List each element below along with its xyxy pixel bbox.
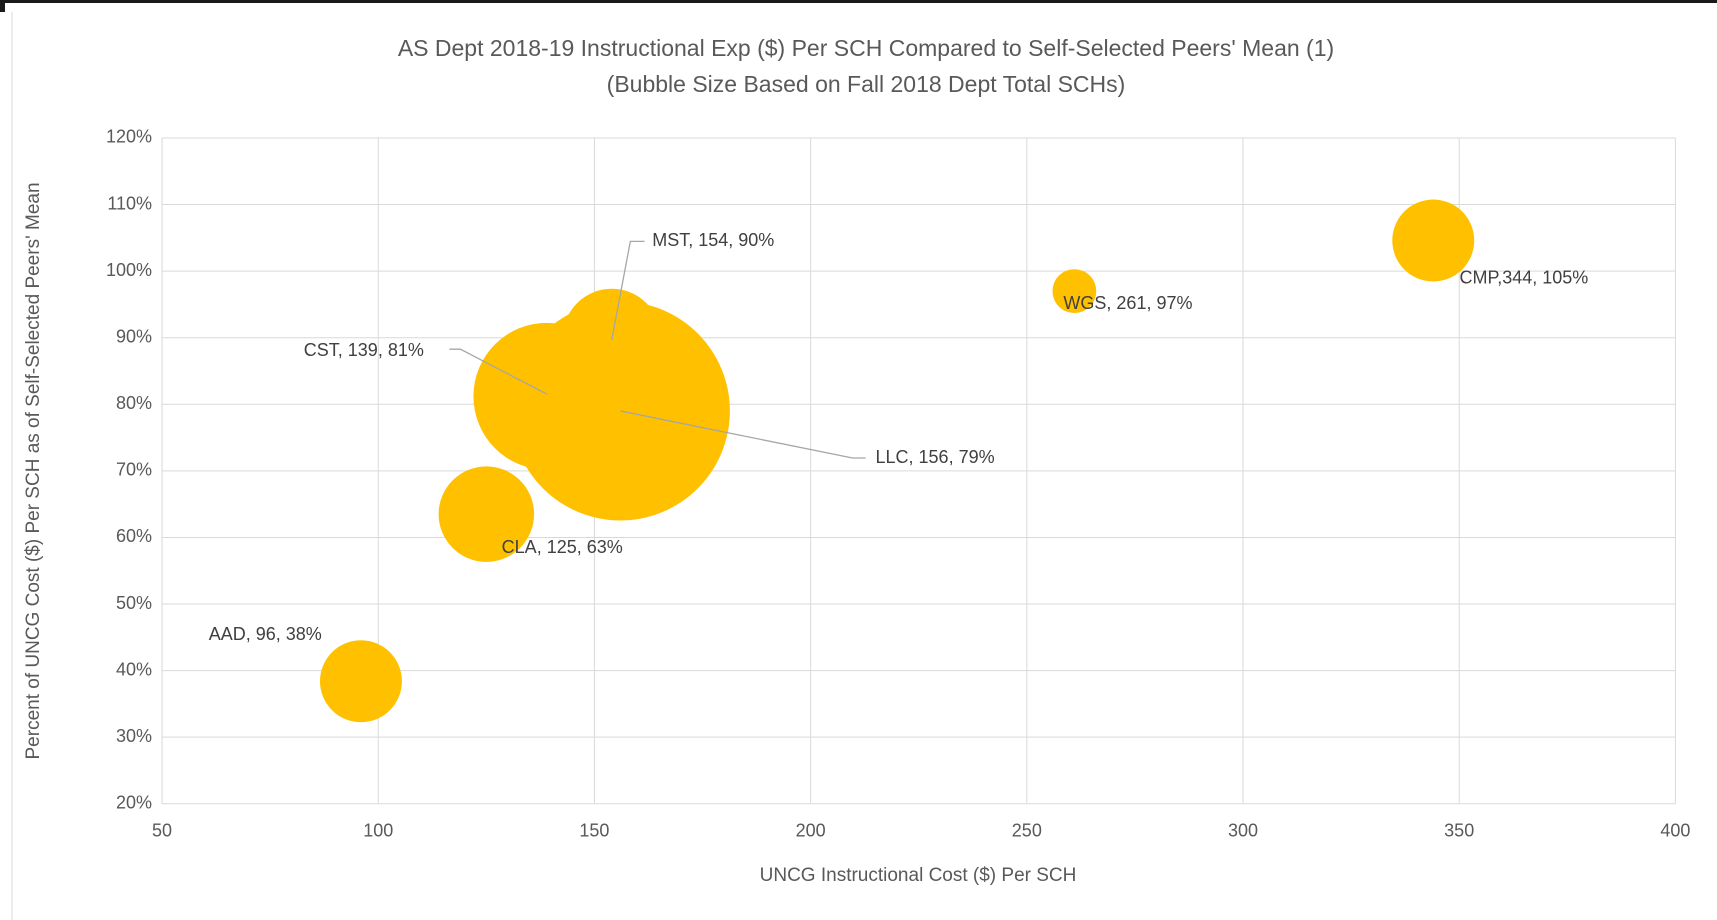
y-tick-label: 110% — [107, 193, 152, 213]
x-tick-label: 400 — [1660, 820, 1690, 840]
x-tick-label: 350 — [1444, 820, 1474, 840]
x-tick-label: 50 — [152, 820, 172, 840]
y-tick-label: 30% — [116, 726, 152, 746]
leader-line — [611, 240, 645, 341]
y-tick-label: 60% — [116, 526, 152, 546]
chart-title: AS Dept 2018-19 Instructional Exp ($) Pe… — [398, 35, 1334, 61]
bubble — [319, 640, 402, 723]
bubble — [438, 466, 535, 562]
y-tick-label: 100% — [106, 260, 152, 280]
chart-subtitle: (Bubble Size Based on Fall 2018 Dept Tot… — [607, 71, 1126, 97]
y-tick-label: 50% — [116, 593, 152, 613]
bubble — [1052, 269, 1097, 314]
x-tick-label: 100 — [363, 820, 393, 840]
x-axis-label: UNCG Instructional Cost ($) Per SCH — [760, 865, 1077, 886]
x-tick-label: 300 — [1228, 820, 1258, 840]
data-label: CMP,344, 105% — [1460, 268, 1589, 288]
y-tick-label: 70% — [116, 460, 152, 480]
data-label: CLA, 125, 63% — [502, 537, 623, 557]
y-axis-label: Percent of UNCG Cost ($) Per SCH as of S… — [23, 182, 44, 759]
data-label: AAD, 96, 38% — [209, 624, 322, 644]
corner-mark — [0, 0, 5, 12]
x-tick-label: 150 — [579, 820, 609, 840]
data-label: WGS, 261, 97% — [1063, 293, 1192, 313]
x-tick-label: 200 — [796, 820, 826, 840]
y-tick-label: 40% — [116, 659, 152, 679]
leader-line — [620, 410, 866, 459]
x-tick-label: 250 — [1012, 820, 1042, 840]
data-label: CST, 139, 81% — [304, 340, 424, 360]
y-tick-label: 20% — [116, 792, 152, 812]
top-edge — [0, 0, 1717, 3]
y-tick-label: 120% — [106, 127, 152, 147]
y-tick-label: 80% — [116, 393, 152, 413]
data-label: LLC, 156, 79% — [876, 447, 995, 467]
y-tick-label: 90% — [116, 326, 152, 346]
data-label: MST, 154, 90% — [652, 230, 774, 250]
bubble — [1392, 199, 1475, 282]
leader-line — [449, 348, 548, 395]
